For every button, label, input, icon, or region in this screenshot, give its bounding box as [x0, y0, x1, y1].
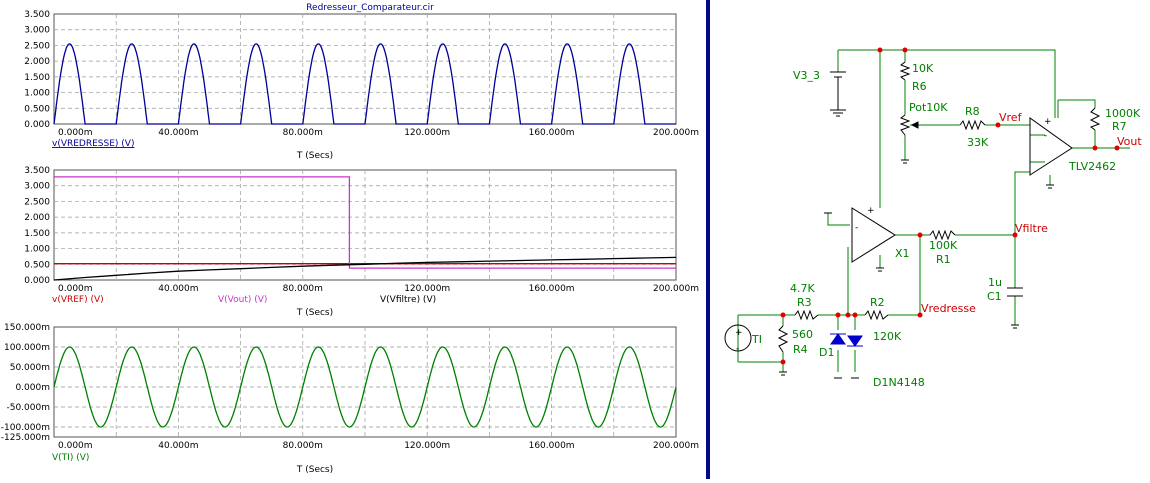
label-r2: R2: [870, 296, 885, 309]
label-pot: Pot10K: [909, 101, 948, 114]
y-tick-label: 3.500: [24, 166, 50, 176]
x-tick-label: 80.000m: [283, 284, 323, 294]
x-tick-label: 120.000m: [404, 284, 450, 294]
plot-comparator: 3.500 3.000 2.500 2.000 1.500 1.000 0.500 0.000…: [24, 166, 699, 318]
panel-divider: [706, 0, 710, 479]
y-tick-label: 0.000m: [15, 383, 50, 393]
y-tick-label: 150.000m: [4, 323, 50, 333]
x-tick-label: 120.000m: [404, 441, 450, 451]
x-tick-label: 0.000m: [58, 441, 93, 451]
circuit-schematic: V3_3 10K R6 Pot10K R8 33K Vref 1000K R7 …: [710, 0, 1150, 479]
x-tick-label: 40.000m: [158, 128, 198, 138]
nodes: [780, 47, 1120, 365]
x-tick-label: 200.000m: [653, 284, 699, 294]
opamp1-minus: -: [855, 223, 858, 233]
y-tick-label: 0.000: [24, 120, 50, 130]
label-r4-value: 560: [792, 328, 813, 341]
legend-vfiltre: V(Vfiltre) (V): [380, 295, 436, 305]
series-line-1: [54, 176, 676, 269]
label-v3-3: V3_3: [793, 69, 820, 82]
label-tlv2462: TLV2462: [1068, 160, 1116, 173]
y-tick-label: 50.000m: [10, 363, 50, 373]
y-tick-label: -50.000m: [6, 403, 50, 413]
label-r8-value: 33K: [967, 136, 989, 149]
x-tick-label: 0.000m: [58, 284, 93, 294]
y-tick-label: -125.000m: [1, 433, 50, 443]
x-tick-label: 40.000m: [158, 441, 198, 451]
label-x1: X1: [895, 247, 910, 260]
label-d1: D1: [819, 346, 834, 359]
label-r8: R8: [965, 105, 980, 118]
source-minus: -: [736, 344, 739, 354]
y-tick-label: 0.500: [24, 104, 50, 114]
x-axis-label-2: T (Secs): [296, 308, 333, 318]
label-vredresse: Vredresse: [921, 302, 976, 315]
label-r3: R3: [797, 296, 812, 309]
y-tick-label: 1.500: [24, 73, 50, 83]
waveform-plots: Redresseur_Comparateur.cir 3.500 3.000 2.5…: [1, 3, 699, 475]
x-tick-label: 160.000m: [529, 441, 575, 451]
legend-vout: V(Vout) (V): [218, 295, 267, 305]
label-vref: Vref: [999, 111, 1023, 124]
y-tick-label: 3.500: [24, 10, 50, 20]
label-r3-value: 4.7K: [790, 282, 815, 295]
x-tick-label: 120.000m: [404, 128, 450, 138]
label-r1-value: 100K: [929, 239, 958, 252]
x-tick-label: 40.000m: [158, 284, 198, 294]
label-r7-value: 1000K: [1105, 107, 1141, 120]
x-tick-label: 200.000m: [653, 441, 699, 451]
schematic-labels: V3_3 10K R6 Pot10K R8 33K Vref 1000K R7 …: [735, 62, 1142, 389]
y-tick-label: 1.000: [24, 245, 50, 255]
y-tick-label: 0.500: [24, 260, 50, 270]
label-c1-value: 1u: [988, 276, 1002, 289]
source-plus: +: [735, 328, 743, 338]
x-tick-label: 0.000m: [58, 128, 93, 138]
components: [724, 61, 1101, 379]
series-line-0: [53, 346, 677, 428]
y-tick-label: 1.500: [24, 229, 50, 239]
y-tick-label: 1.000: [24, 89, 50, 99]
opamp1-plus: +: [867, 206, 875, 216]
y-tick-label: 2.500: [24, 197, 50, 207]
label-r2-value: 120K: [873, 330, 902, 343]
x-tick-label: 80.000m: [283, 441, 323, 451]
label-vout: Vout: [1117, 135, 1142, 148]
y-tick-label: 100.000m: [4, 343, 50, 353]
schematic-canvas: V3_3 10K R6 Pot10K R8 33K Vref 1000K R7 …: [724, 47, 1142, 389]
y-tick-label: 0.000: [24, 276, 50, 286]
x-tick-label: 160.000m: [529, 284, 575, 294]
y-tick-label: 3.000: [24, 26, 50, 36]
legend-vref: v(VREF) (V): [52, 295, 104, 305]
x-tick-label: 80.000m: [283, 128, 323, 138]
legend-vredresse: v(VREDRESSE) (V): [52, 139, 134, 149]
x-tick-label: 200.000m: [653, 128, 699, 138]
plot-ti: 150.000m 100.000m 50.000m 0.000m -50.000m -10…: [1, 323, 699, 475]
simulation-title: Redresseur_Comparateur.cir: [306, 3, 434, 13]
y-tick-label: 2.000: [24, 57, 50, 67]
y-tick-label: -100.000m: [1, 423, 50, 433]
wires: [737, 49, 1130, 372]
legend-ti: V(TI) (V): [52, 453, 89, 463]
opamp2-plus: +: [1044, 117, 1052, 127]
label-diode-model: D1N4148: [873, 376, 925, 389]
label-vfiltre: Vfiltre: [1015, 222, 1048, 235]
opamp2-minus: -: [1044, 131, 1047, 141]
label-c1: C1: [987, 290, 1002, 303]
x-tick-label: 160.000m: [529, 128, 575, 138]
plot-vredresse: 3.500 3.000 2.500 2.000 1.500 1.000 0.500 0.000…: [24, 10, 699, 161]
label-r6-value: 10K: [912, 62, 934, 75]
label-r1: R1: [936, 253, 951, 266]
series-line-0: [53, 43, 676, 125]
plots-canvas: Redresseur_Comparateur.cir 3.500 3.000 2.5…: [1, 3, 699, 475]
label-r6: R6: [912, 80, 927, 93]
x-axis-label-1: T (Secs): [296, 151, 333, 161]
label-ti: TI: [751, 333, 762, 346]
y-tick-label: 2.000: [24, 213, 50, 223]
label-r7: R7: [1112, 120, 1127, 133]
label-r4: R4: [793, 343, 808, 356]
x-axis-label-3: T (Secs): [296, 465, 333, 475]
y-tick-label: 3.000: [24, 182, 50, 192]
series-line-2: [53, 256, 677, 281]
y-tick-label: 2.500: [24, 41, 50, 51]
